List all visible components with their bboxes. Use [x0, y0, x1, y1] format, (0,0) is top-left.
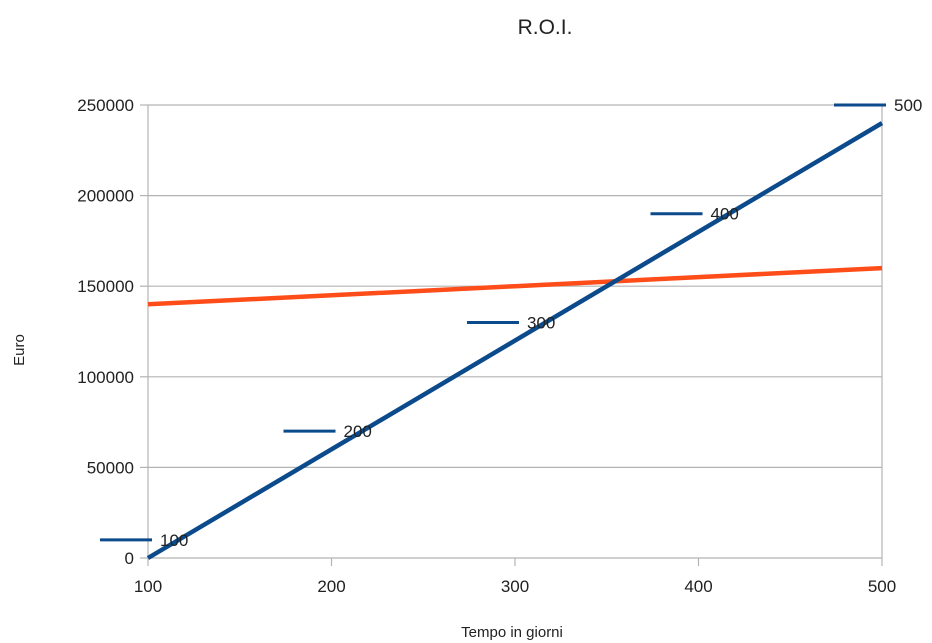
- marker-label-100: 100: [160, 531, 188, 550]
- x-tick-label: 400: [684, 577, 712, 596]
- series-line-0: [146, 121, 884, 560]
- x-tick-label: 500: [868, 577, 896, 596]
- x-tick-label: 300: [501, 577, 529, 596]
- y-tick-label: 50000: [87, 458, 134, 477]
- x-tick-label: 100: [134, 577, 162, 596]
- y-tick-label: 150000: [77, 277, 134, 296]
- marker-layer: [100, 103, 886, 542]
- x-tick-label: 200: [317, 577, 345, 596]
- y-tick-label: 250000: [77, 96, 134, 115]
- y-tick-label: 0: [125, 549, 134, 568]
- label-layer: 100 200 300 400 500: [160, 96, 922, 550]
- marker-label-400: 400: [711, 205, 739, 224]
- series-layer: [146, 121, 884, 560]
- y-axis-title: Euro: [11, 334, 28, 366]
- y-tick-label: 100000: [77, 368, 134, 387]
- grid-layer: [148, 104, 882, 559]
- series-line-1: [147, 265, 883, 307]
- marker-label-500: 500: [894, 96, 922, 115]
- y-tick-label: 200000: [77, 187, 134, 206]
- axis-layer: 0 50000 100000 150000 200000 250000 100 200 300 4…: [77, 96, 896, 596]
- marker-label-300: 300: [527, 313, 555, 332]
- x-axis-title: Tempo in giorni: [461, 624, 563, 641]
- marker-label-200: 200: [344, 422, 372, 441]
- chart-title: R.O.I.: [518, 16, 573, 39]
